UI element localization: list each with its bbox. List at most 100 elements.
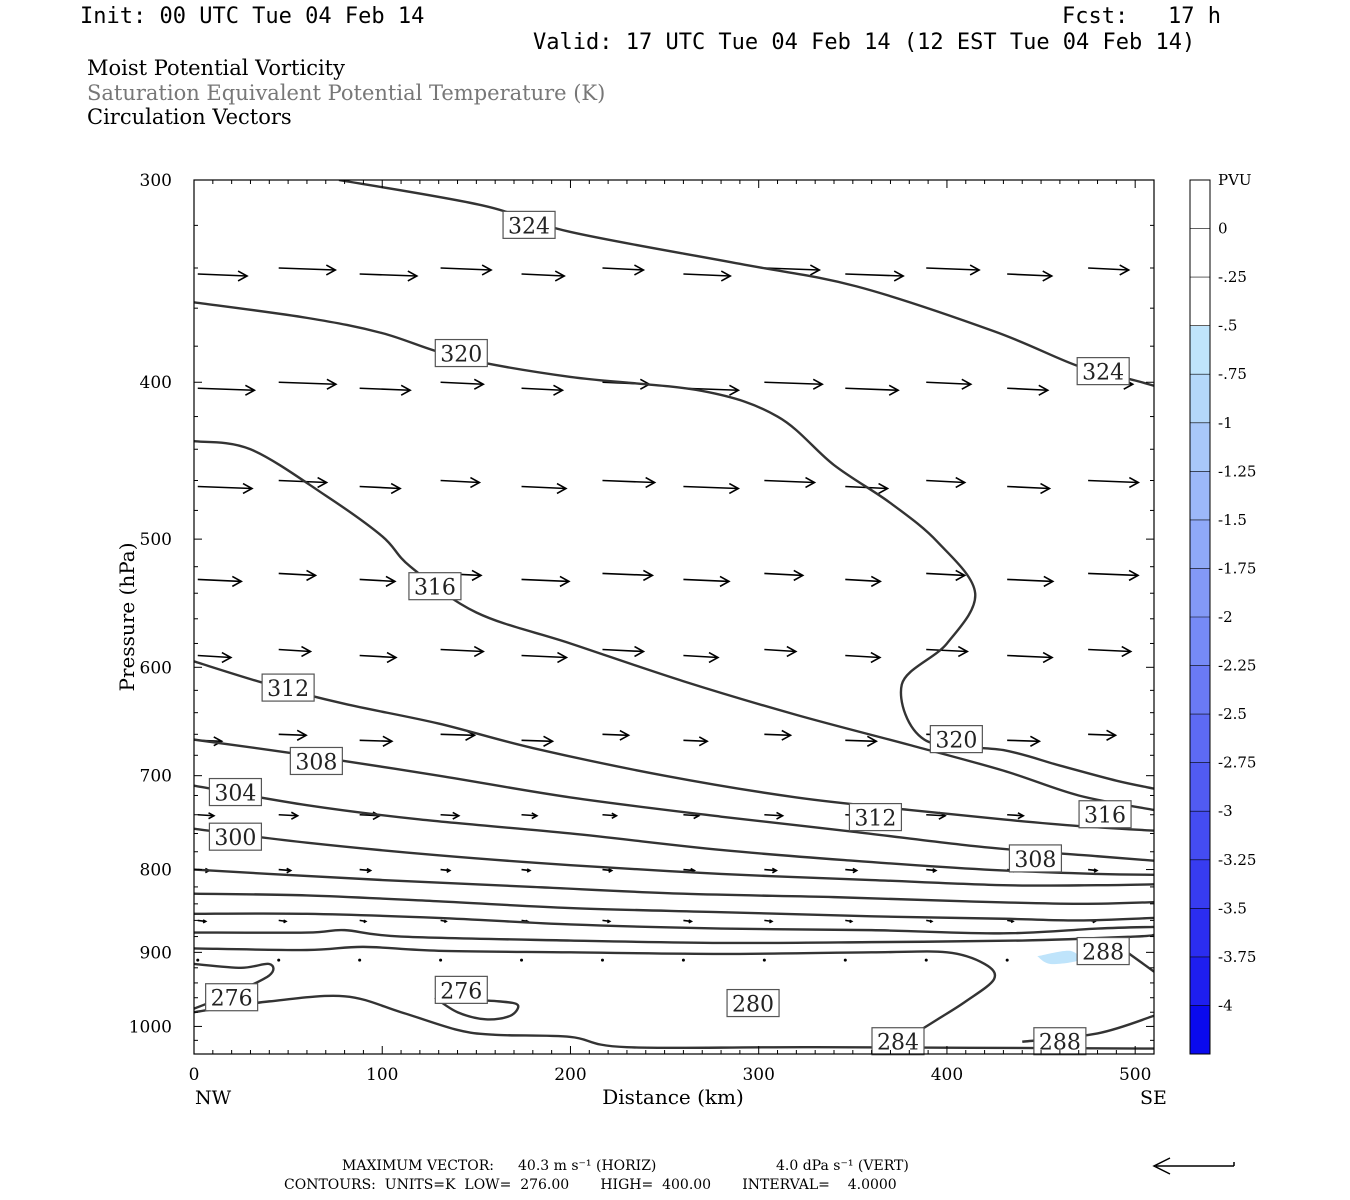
circulation-vector-117 [924, 958, 928, 962]
contour-label-304-10: 304 [208, 777, 263, 807]
circulation-vector-22 [1007, 384, 1050, 396]
contour-label-324-0: 324 [502, 210, 556, 239]
circulation-vector-31 [764, 476, 817, 489]
contour-label-320-2: 320 [434, 338, 488, 368]
theta-e-contour-280-14 [194, 994, 1154, 1050]
x-tick-label-500: 500 [1119, 1065, 1151, 1085]
x-axis-title: Distance (km) [602, 1085, 744, 1109]
svg-text:276: 276 [211, 987, 253, 1012]
circulation-vector-104 [845, 919, 854, 924]
theta-e-contour-284-10 [194, 928, 1154, 945]
colorbar-swatch-6 [1190, 471, 1210, 520]
circulation-vector-66 [683, 736, 709, 747]
svg-text:308: 308 [295, 750, 337, 775]
circulation-vector-27 [440, 476, 482, 489]
circulation-vector-36 [197, 575, 243, 588]
y-tick-label-400: 400 [140, 373, 172, 393]
y-axis-title: Pressure (hPa) [115, 543, 139, 692]
mpv-shaded-region-5 [1037, 950, 1080, 965]
circulation-vector-49 [278, 645, 313, 658]
circulation-vector-67 [764, 729, 793, 741]
mpv-shaded-region-0 [306, 952, 364, 987]
circulation-vector-28 [521, 482, 568, 495]
colorbar-level-4: -1 [1218, 414, 1233, 432]
contour-label-layer: 324 324 320 320 316 316 312 312 308 308 304 300 276 2… [205, 210, 1132, 1056]
colorbar-level-8: -2 [1218, 608, 1233, 626]
circulation-vector-8 [845, 270, 905, 282]
x-right-end-label: SE [1140, 1087, 1167, 1109]
colorbar-unit-label: PVU [1218, 171, 1252, 189]
colorbar-level-12: -3 [1218, 802, 1233, 820]
colorbar-swatch-15 [1190, 908, 1210, 957]
circulation-vector-0 [197, 270, 249, 282]
circulation-vector-110 [358, 958, 362, 962]
contour-label-308-8: 308 [289, 746, 343, 775]
colorbar-level-7: -1.75 [1218, 559, 1256, 577]
colorbar-level-10: -2.5 [1218, 705, 1247, 723]
circulation-vector-105 [926, 919, 934, 924]
circulation-vector-51 [440, 645, 485, 658]
circulation-vector-2 [359, 270, 419, 282]
circulation-vector-109 [277, 958, 281, 962]
circulation-vector-72 [197, 812, 216, 820]
svg-text:276: 276 [440, 979, 482, 1004]
svg-text:308: 308 [1014, 848, 1056, 873]
circulation-vector-87 [440, 868, 452, 873]
max-vector-label: MAXIMUM VECTOR: [342, 1158, 494, 1174]
colorbar-level-14: -3.5 [1218, 899, 1247, 917]
circulation-vector-33 [926, 476, 967, 489]
svg-text:304: 304 [214, 782, 256, 807]
theta-e-contour-320-1 [194, 301, 1154, 790]
circulation-vector-99 [440, 919, 448, 924]
contour-label-324-1: 324 [1076, 357, 1130, 386]
circulation-vector-115 [762, 958, 766, 962]
colorbar-swatch-16 [1190, 956, 1210, 1006]
circulation-vector-11 [1088, 264, 1131, 276]
contour-label-300-11: 300 [208, 822, 263, 851]
colorbar-swatch-11 [1190, 714, 1210, 763]
colorbar-level-11: -2.75 [1218, 754, 1256, 772]
colorbar-level-6: -1.5 [1218, 511, 1247, 529]
valid-time-label: Valid: 17 UTC Tue 04 Feb 14 (12 EST Tue … [533, 30, 1196, 55]
svg-text:300: 300 [214, 826, 256, 851]
x-tick-label-0: 0 [189, 1065, 200, 1085]
circulation-vector-34 [1007, 482, 1052, 495]
colorbar-swatch-9 [1190, 617, 1210, 666]
circulation-vector-43 [764, 569, 805, 582]
y-tick-label-600: 600 [140, 658, 172, 678]
circulation-vector-61 [278, 729, 308, 741]
theta-e-contour-288-9 [194, 912, 1154, 935]
circulation-vector-15 [440, 378, 485, 390]
x-tick-label-100: 100 [366, 1065, 398, 1085]
contour-label-312-6: 312 [261, 673, 315, 702]
colorbar-level-9: -2.25 [1218, 657, 1256, 675]
mpv-shaded-region-3 [886, 950, 939, 991]
y-tick-label-300: 300 [140, 171, 172, 191]
theta-e-contour-316-2 [194, 440, 1154, 812]
circulation-vector-1 [278, 264, 337, 276]
contour-label-276-13: 276 [434, 975, 488, 1004]
y-tick-label-500: 500 [140, 530, 172, 550]
theta-e-contour-292-8 [194, 892, 1154, 922]
forecast-hour-label: Fcst: 17 h [1062, 4, 1221, 29]
circulation-vectors-layer [196, 264, 1140, 962]
svg-text:316: 316 [1084, 804, 1126, 829]
circulation-vector-56 [845, 651, 882, 664]
circulation-vector-44 [845, 575, 882, 588]
colorbar-swatch-12 [1190, 762, 1210, 812]
colorbar-level-15: -3.75 [1218, 948, 1256, 966]
circulation-vector-24 [197, 482, 254, 495]
circulation-vector-58 [1007, 651, 1054, 664]
circulation-vector-29 [602, 476, 657, 489]
circulation-vector-9 [926, 264, 981, 276]
theta-e-contour-280-11 [194, 945, 997, 1038]
circulation-vector-30 [683, 482, 740, 495]
theta-e-contour-300-6 [194, 827, 1154, 887]
circulation-vector-116 [843, 958, 847, 962]
circulation-vector-85 [278, 867, 293, 874]
circulation-vector-41 [602, 569, 655, 582]
circulation-vector-79 [764, 811, 785, 820]
circulation-vector-5 [602, 264, 646, 276]
circulation-vector-12 [197, 384, 257, 396]
circulation-vector-106 [1007, 919, 1015, 924]
